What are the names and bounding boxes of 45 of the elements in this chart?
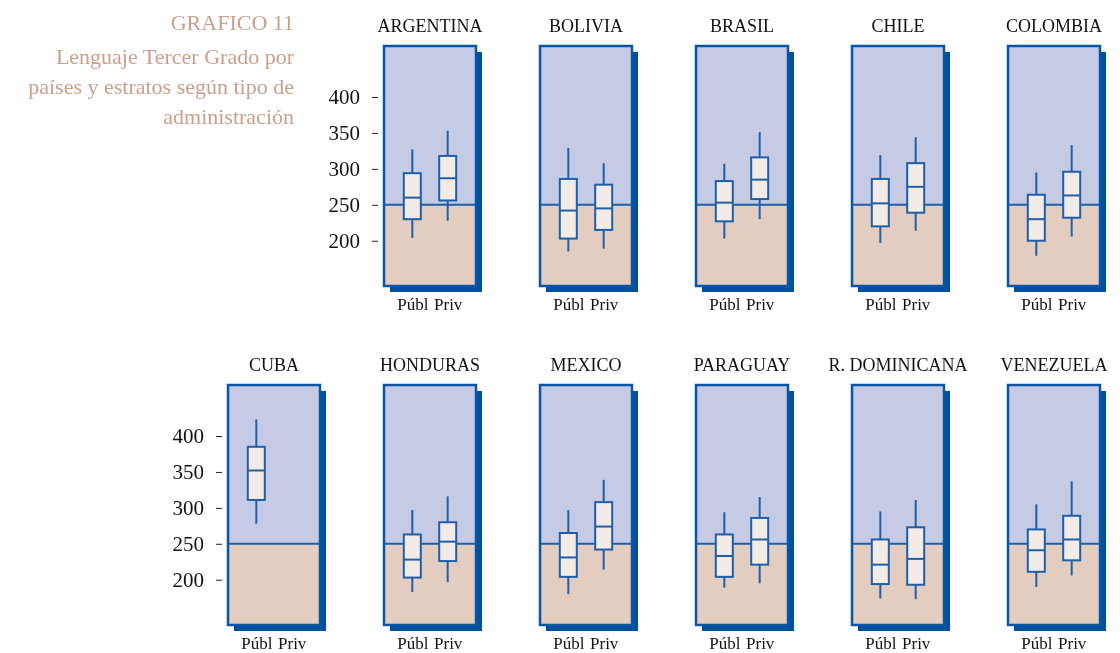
x-tick-label: Públ <box>709 295 741 315</box>
x-tick-label: Priv <box>746 295 775 315</box>
x-tick-label: Públ <box>865 634 897 653</box>
chart-title: BOLIVIA <box>549 16 623 36</box>
chart-title: ARGENTINA <box>377 16 483 36</box>
y-tick-label: 250 <box>172 532 204 557</box>
chart-title: CHILE <box>871 16 925 36</box>
x-tick-label: Priv <box>278 634 307 653</box>
text: Lenguaje Tercer Grado por países y estratos según tipo de administración <box>27 43 294 131</box>
x-tick-label: Priv <box>902 295 931 315</box>
chart-title: VENEZUELA <box>1000 355 1108 375</box>
x-tick-label: Priv <box>902 634 931 653</box>
x-tick-label: Priv <box>434 634 463 653</box>
y-tick-label: 300 <box>328 157 360 182</box>
x-tick-label: Públ <box>241 634 273 653</box>
chart-title: R. DOMINICANA <box>828 355 968 375</box>
x-tick-label: Públ <box>397 634 429 653</box>
y-tick-label: 200 <box>328 228 360 253</box>
x-tick-label: Públ <box>865 295 897 315</box>
x-tick-label: Priv <box>590 295 619 315</box>
x-tick-label: Priv <box>1058 634 1087 653</box>
chart-title: MEXICO <box>550 355 622 375</box>
y-tick-label: 400 <box>328 85 360 110</box>
x-tick-label: Públ <box>553 295 585 315</box>
chart-title: CUBA <box>248 355 300 375</box>
x-tick-label: Públ <box>709 634 741 653</box>
chart-title: PARAGUAY <box>693 355 791 375</box>
y-tick-label: 350 <box>172 460 204 485</box>
x-tick-label: Públ <box>1021 634 1053 653</box>
x-tick-label: Públ <box>553 634 585 653</box>
text: GRAFICO 11 <box>169 9 294 37</box>
x-tick-label: Públ <box>397 295 429 315</box>
x-tick-label: Priv <box>434 295 463 315</box>
y-tick-label: 300 <box>172 496 204 521</box>
y-tick-label: 400 <box>172 424 204 449</box>
x-tick-label: Priv <box>746 634 775 653</box>
chart-title: COLOMBIA <box>1005 16 1103 36</box>
y-tick-label: 250 <box>328 193 360 218</box>
y-tick-label: 200 <box>172 567 204 592</box>
x-tick-label: Priv <box>590 634 619 653</box>
x-tick-label: Públ <box>1021 295 1053 315</box>
chart-title: BRASIL <box>709 16 775 36</box>
chart-title: HONDURAS <box>379 355 481 375</box>
x-tick-label: Priv <box>1058 295 1087 315</box>
y-tick-label: 350 <box>328 121 360 146</box>
